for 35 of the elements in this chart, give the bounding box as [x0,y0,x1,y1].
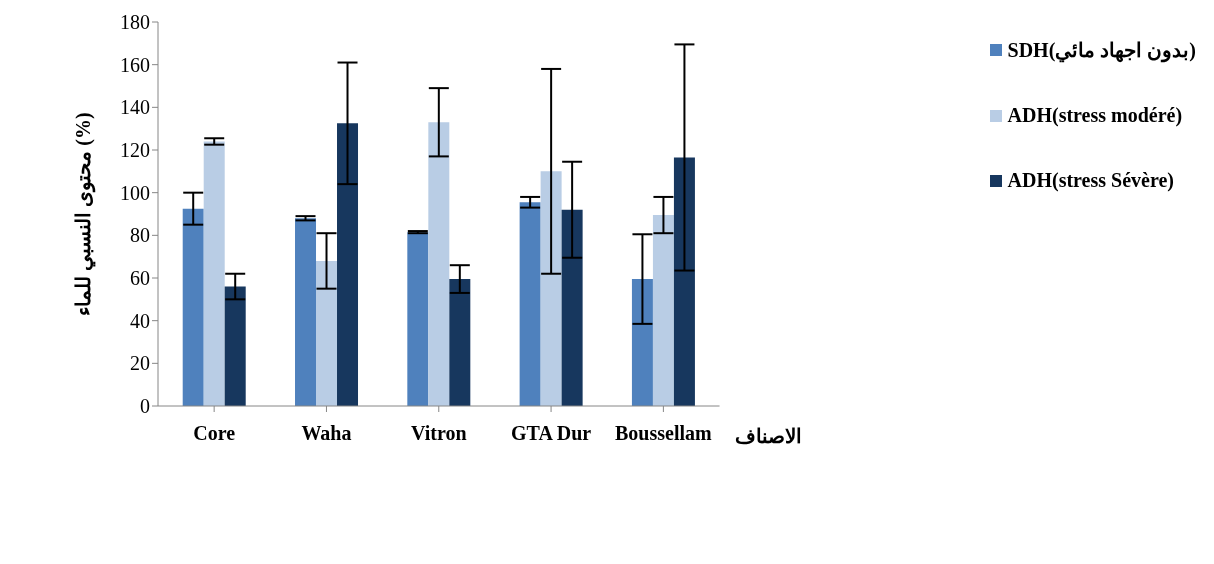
y-tick-label: 120 [120,139,150,162]
y-tick-label: 20 [130,352,150,375]
y-tick-label: 40 [130,309,150,332]
bar [519,202,541,406]
bar [182,208,204,406]
y-tick-label: 180 [120,11,150,34]
bar [561,209,583,406]
y-tick-label: 140 [120,96,150,119]
bar [337,123,359,406]
bar [652,215,674,406]
bar [224,286,246,406]
y-tick-label: 160 [120,53,150,76]
x-tick-label: Boussellam [615,422,713,445]
legend-label: ADH(stress Sévère) [1007,169,1174,192]
bar [407,232,429,406]
bar [203,141,225,406]
bar [449,279,471,406]
bar [631,279,653,406]
y-tick-label: 80 [130,224,150,247]
x-tick-label: Waha [301,422,352,445]
x-tick-label: Core [193,422,236,445]
bar [428,122,450,406]
bar [316,260,338,406]
y-tick-label: 100 [120,181,150,204]
bar [540,171,562,406]
x-axis-title: الاصناف [734,425,802,448]
y-axis-title: محتوى النسبي للماء (%) [72,112,97,316]
x-tick-label: Vitron [410,422,467,445]
legend-label: SDH(بدون اجهاد مائي) [1007,38,1196,62]
legend-label: ADH(stress modéré) [1007,104,1183,127]
bar [673,157,695,406]
bar [295,218,317,406]
y-tick-label: 0 [140,395,150,418]
x-tick-label: GTA Dur [510,422,592,445]
y-tick-label: 60 [130,267,150,290]
